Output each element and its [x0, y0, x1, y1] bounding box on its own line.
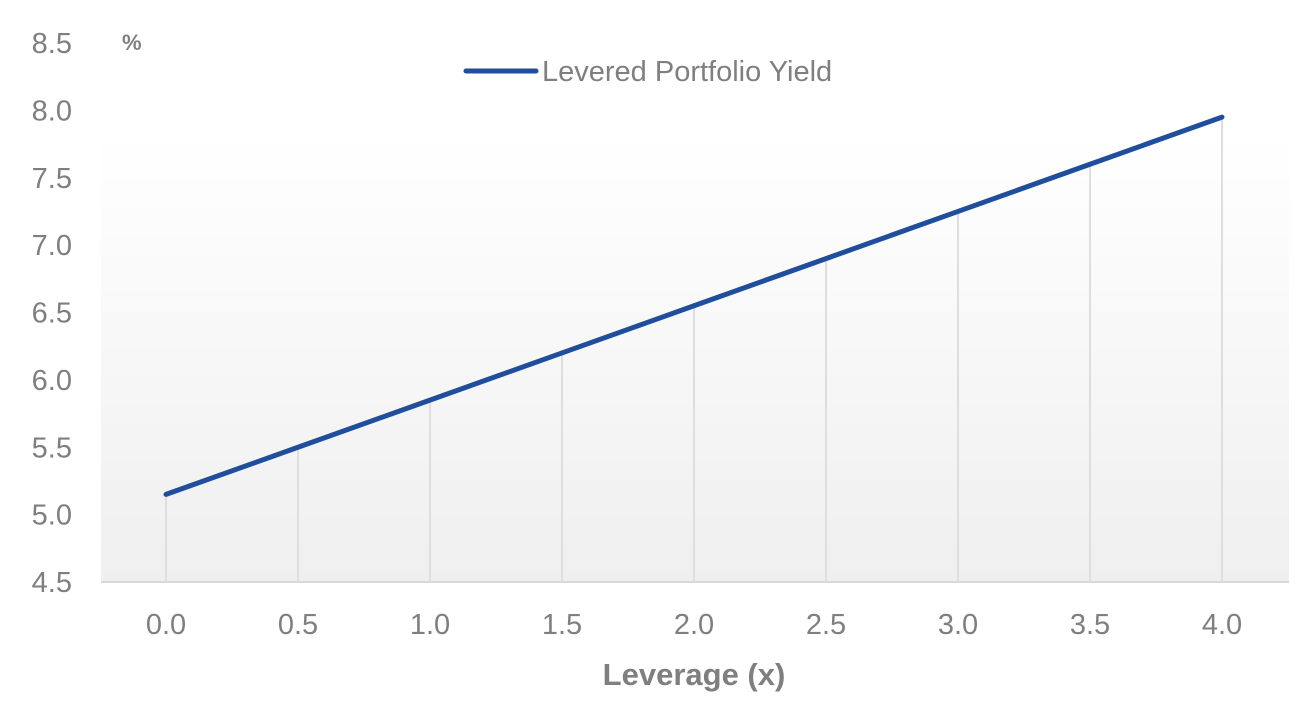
y-unit-label: % [122, 30, 142, 55]
x-tick-label: 0.5 [278, 609, 318, 641]
x-tick-label: 3.5 [1070, 609, 1110, 641]
x-tick-label: 2.5 [806, 609, 846, 641]
y-tick-label: 6.5 [32, 298, 72, 330]
y-tick-labels: 4.5 5.0 5.5 6.0 6.5 7.0 7.5 8.0 8.5 [32, 28, 72, 599]
y-tick-label: 6.0 [32, 365, 72, 397]
y-tick-label: 8.5 [32, 28, 72, 60]
y-tick-label: 8.0 [32, 95, 72, 127]
x-tick-label: 4.0 [1202, 609, 1242, 641]
x-tick-label: 3.0 [938, 609, 978, 641]
x-tick-label: 0.0 [146, 609, 186, 641]
x-tick-label: 1.5 [542, 609, 582, 641]
x-tick-labels: 0.0 0.5 1.0 1.5 2.0 2.5 3.0 3.5 4.0 [146, 609, 1242, 641]
series-layer [163, 114, 1225, 497]
series-line-levered-portfolio-yield [163, 114, 1225, 497]
drop-lines [165, 117, 1223, 582]
legend: Levered Portfolio Yield [463, 56, 832, 88]
y-tick-label: 5.0 [32, 500, 72, 532]
y-tick-label: 7.5 [32, 163, 72, 195]
x-tick-label: 2.0 [674, 609, 714, 641]
x-tick-label: 1.0 [410, 609, 450, 641]
y-tick-label: 7.0 [32, 230, 72, 262]
legend-label: Levered Portfolio Yield [542, 56, 832, 88]
y-tick-label: 5.5 [32, 432, 72, 464]
x-axis-title: Leverage (x) [603, 657, 786, 692]
y-tick-label: 4.5 [32, 567, 72, 599]
